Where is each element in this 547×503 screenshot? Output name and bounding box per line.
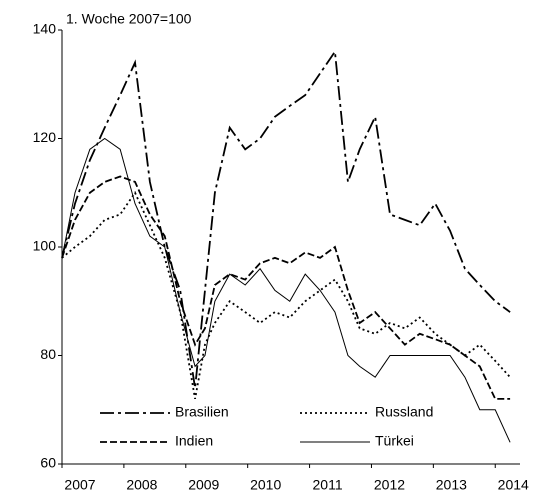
x-tick-label: 2012 bbox=[374, 477, 405, 493]
x-tick-label: 2010 bbox=[250, 477, 281, 493]
series-line bbox=[61, 137, 511, 443]
y-tick-label: 140 bbox=[33, 21, 57, 37]
x-tick-label: 2011 bbox=[313, 477, 343, 493]
y-tick-label: 80 bbox=[40, 346, 56, 362]
legend-label: Brasilien bbox=[175, 404, 229, 420]
x-tick-label: 2013 bbox=[436, 477, 467, 493]
x-tick-label: 2009 bbox=[188, 477, 219, 493]
legend-label: Russland bbox=[375, 404, 433, 420]
legend-label: Türkei bbox=[375, 433, 414, 449]
series-line bbox=[61, 190, 511, 400]
chart-title: 1. Woche 2007=100 bbox=[66, 11, 192, 27]
x-tick-label: 2008 bbox=[126, 477, 157, 493]
series-line bbox=[61, 49, 511, 389]
y-tick-label: 100 bbox=[33, 238, 57, 254]
x-tick-label: 2007 bbox=[64, 477, 95, 493]
y-tick-label: 60 bbox=[40, 455, 56, 471]
series-line bbox=[61, 175, 511, 400]
legend-label: Indien bbox=[175, 433, 213, 449]
y-tick-label: 120 bbox=[33, 129, 57, 145]
x-tick-label: 2014 bbox=[498, 477, 529, 493]
